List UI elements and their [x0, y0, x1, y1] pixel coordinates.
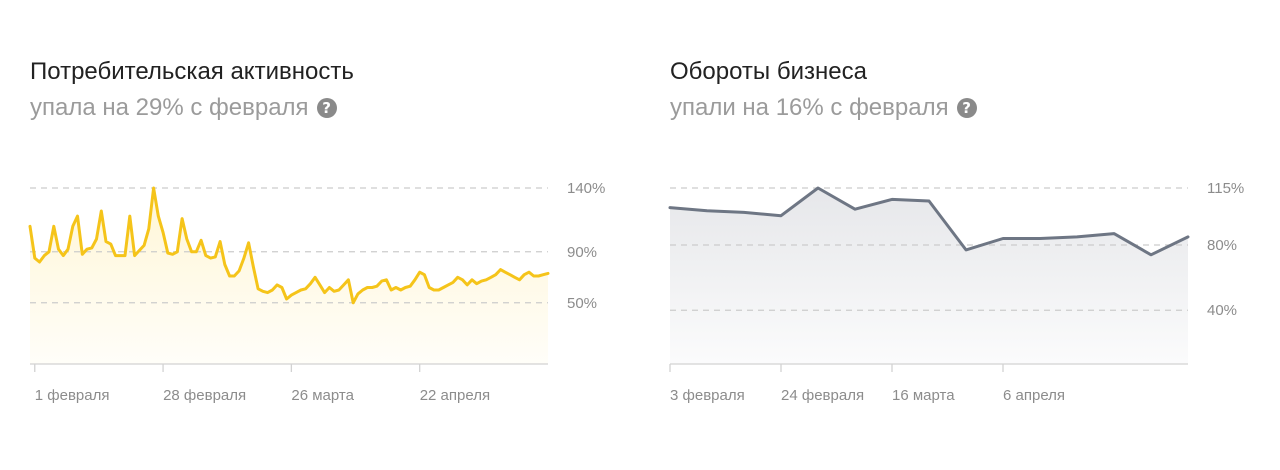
series-line [668, 186, 1190, 257]
business-turnover-panel: Обороты бизнеса упали на 16% с февраля ?… [668, 0, 1270, 470]
x-tick-label: 26 марта [291, 387, 354, 404]
series-area [670, 188, 1188, 364]
series-line [28, 186, 550, 305]
x-tick-label: 3 февраля [670, 387, 745, 404]
y-tick-label: 115% [1207, 180, 1244, 197]
chart-subtitle-text: упали на 16% с февраля [670, 94, 949, 121]
y-tick-label: 80% [1207, 237, 1237, 254]
series-area [30, 188, 548, 364]
y-tick-label: 50% [567, 295, 597, 312]
consumer-activity-chart: 140% 90% 50% 1 февраля 28 февраля 26 марта 22 … [28, 180, 605, 404]
y-tick-label: 140% [567, 180, 605, 197]
chart-subtitle-text: упала на 29% с февраля [30, 94, 309, 121]
question-circle-icon[interactable]: ? [956, 98, 977, 118]
chart-subtitle: упала на 29% с февраля ? [30, 94, 337, 122]
y-tick-label: 90% [567, 244, 597, 261]
x-tick-label: 24 февраля [781, 387, 864, 404]
consumer-activity-panel: Потребительская активность упала на 29% … [28, 0, 630, 470]
x-tick-label: 16 марта [892, 387, 955, 404]
y-tick-label: 40% [1207, 302, 1237, 319]
x-tick-label: 6 апреля [1003, 387, 1065, 404]
x-tick-label: 22 апреля [420, 387, 490, 404]
chart-title: Потребительская активность [30, 58, 354, 85]
chart-title: Обороты бизнеса [670, 58, 867, 85]
business-turnover-chart: 115% 80% 40% 3 февраля 24 февраля 16 марта 6 а… [668, 180, 1244, 404]
x-tick-label: 1 февраля [35, 387, 110, 404]
x-tick-label: 28 февраля [163, 387, 246, 404]
chart-subtitle: упали на 16% с февраля ? [670, 94, 977, 122]
question-circle-icon[interactable]: ? [316, 98, 337, 118]
